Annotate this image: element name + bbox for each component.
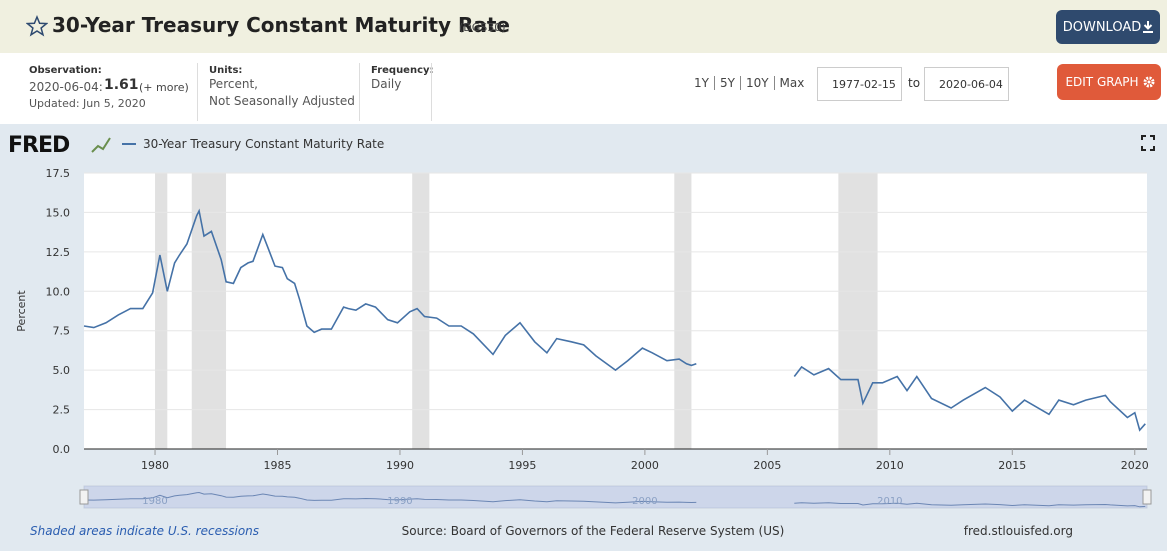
- y-tick-label: 0.0: [53, 443, 71, 456]
- y-tick-label: 12.5: [46, 246, 71, 259]
- range-link[interactable]: 10Y: [739, 76, 774, 90]
- x-tick-label: 1990: [386, 459, 414, 472]
- edit-graph-button[interactable]: EDIT GRAPH: [1057, 64, 1161, 100]
- recession-band: [674, 173, 692, 449]
- y-tick-label: 7.5: [53, 325, 71, 338]
- x-tick-label: 1980: [141, 459, 169, 472]
- x-tick-label: 2020: [1121, 459, 1149, 472]
- observation-date: 2020-06-04:: [29, 80, 103, 94]
- units-1: Percent,: [209, 77, 258, 91]
- divider: [431, 63, 432, 121]
- navigator-line: [83, 491, 1146, 508]
- navigator-handle[interactable]: [1142, 489, 1152, 505]
- navigator-tick-label: 1980: [142, 496, 167, 507]
- start-date-input[interactable]: 1977-02-15: [817, 67, 902, 101]
- download-button[interactable]: DOWNLOAD: [1056, 10, 1160, 44]
- series-line: [83, 208, 1146, 432]
- gear-icon: [1143, 76, 1155, 88]
- title: 30-Year Treasury Constant Maturity Rate: [52, 13, 510, 37]
- fred-logo: FRED: [8, 133, 70, 158]
- y-tick-label: 15.0: [46, 206, 71, 219]
- header-bar: 30-Year Treasury Constant Maturity Rate …: [0, 0, 1167, 53]
- more-link[interactable]: (+ more): [139, 81, 189, 94]
- recession-note[interactable]: Shaded areas indicate U.S. recessions: [30, 524, 259, 538]
- divider: [359, 63, 360, 121]
- fullscreen-icon[interactable]: [1141, 135, 1155, 151]
- legend-label[interactable]: 30-Year Treasury Constant Maturity Rate: [143, 137, 384, 151]
- recession-band: [838, 173, 878, 449]
- y-tick-label: 5.0: [53, 364, 71, 377]
- range-link[interactable]: 5Y: [713, 76, 740, 90]
- plot-area: [84, 173, 1147, 449]
- range-link[interactable]: Max: [773, 76, 810, 90]
- star-icon[interactable]: [26, 15, 48, 37]
- units-label: Units:: [209, 65, 243, 76]
- logo-icon: [91, 137, 111, 153]
- x-tick-label: 2005: [753, 459, 781, 472]
- frequency: Daily: [371, 77, 402, 91]
- source: Source: Board of Governors of the Federa…: [402, 524, 785, 538]
- recession-band: [412, 173, 430, 449]
- recession-band: [191, 173, 227, 449]
- x-tick-label: 2015: [998, 459, 1026, 472]
- divider: [197, 63, 198, 121]
- download-label: DOWNLOAD: [1062, 20, 1142, 35]
- range-links: 1Y 5Y 10Y Max: [689, 72, 810, 91]
- edit-graph-label: EDIT GRAPH: [1065, 75, 1139, 89]
- updated: Updated: Jun 5, 2020: [29, 97, 146, 110]
- y-axis-label: Percent: [15, 290, 28, 332]
- end-date-input[interactable]: 2020-06-04: [924, 67, 1009, 101]
- download-icon: [1143, 21, 1153, 33]
- navigator-tick-label: 2000: [632, 496, 657, 507]
- navigator-handle[interactable]: [79, 489, 89, 505]
- y-tick-label: 10.0: [46, 285, 71, 298]
- x-tick-label: 1985: [263, 459, 291, 472]
- navigator-tick-label: 1990: [387, 496, 412, 507]
- range-link[interactable]: 1Y: [694, 76, 709, 90]
- observation-label: Observation:: [29, 65, 102, 76]
- y-tick-label: 17.5: [46, 167, 71, 180]
- x-tick-label: 1995: [508, 459, 536, 472]
- frequency-label: Frequency:: [371, 65, 434, 76]
- to-label: to: [908, 76, 921, 90]
- recession-band: [155, 173, 168, 449]
- site: fred.stlouisfed.org: [964, 524, 1073, 538]
- series-id: (DGS30): [459, 21, 506, 34]
- units-2: Not Seasonally Adjusted: [209, 94, 355, 108]
- x-tick-label: 2010: [876, 459, 904, 472]
- x-tick-label: 2000: [631, 459, 659, 472]
- observation-value: 1.61: [104, 77, 139, 93]
- navigator-tick-label: 2010: [877, 496, 902, 507]
- y-tick-label: 2.5: [53, 404, 71, 417]
- navigator-window: [84, 486, 1147, 508]
